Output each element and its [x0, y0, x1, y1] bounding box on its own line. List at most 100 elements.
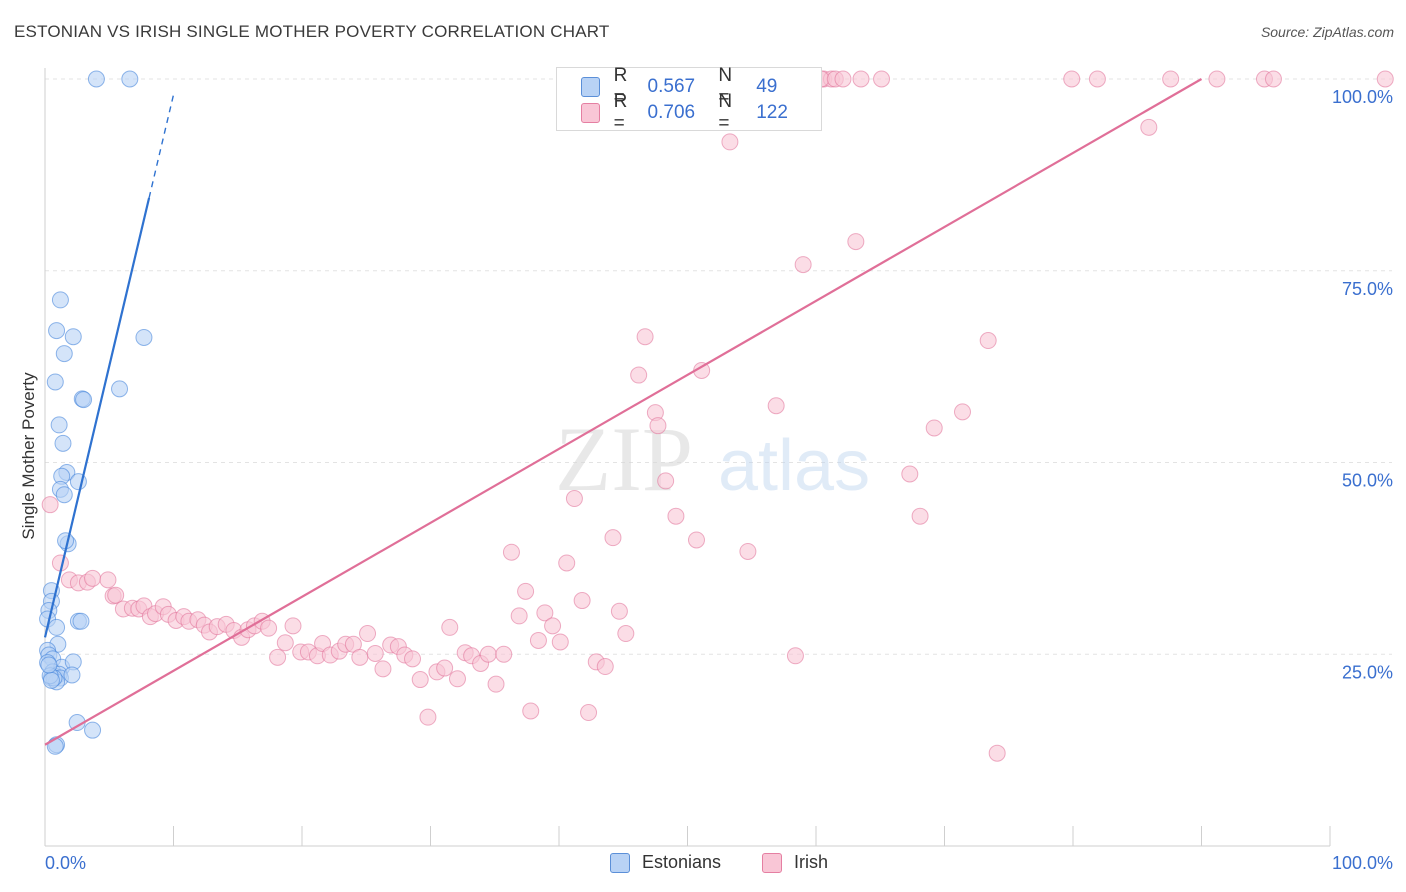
irish-point: [794, 256, 812, 274]
irish-point: [366, 644, 384, 662]
y-tick-label: 75.0%: [1342, 279, 1393, 299]
estonians-point: [50, 416, 68, 434]
estonians-point: [51, 291, 69, 309]
estonians-point: [46, 373, 64, 391]
irish-point: [786, 647, 804, 665]
irish-point: [487, 675, 505, 693]
legend-n-value-irish: 122: [756, 102, 788, 123]
irish-point: [99, 571, 117, 589]
irish-point: [604, 529, 622, 547]
x-tick-label-min: 0.0%: [45, 853, 86, 873]
estonians-point: [64, 328, 82, 346]
irish-point: [580, 704, 598, 722]
irish-point: [630, 366, 648, 384]
estonian-points: [39, 70, 153, 755]
irish-point: [269, 648, 287, 666]
irish-point: [649, 417, 667, 435]
irish-point: [84, 569, 102, 587]
irish-point: [495, 645, 513, 663]
irish-point: [374, 660, 392, 678]
irish-point: [979, 332, 997, 350]
irish-point: [739, 542, 757, 560]
irish-point: [925, 419, 943, 437]
estonians-point: [87, 70, 105, 88]
irish-point: [847, 233, 865, 251]
irish-point: [834, 70, 852, 88]
irish-point: [617, 625, 635, 643]
irish-point: [284, 617, 302, 635]
y-tick-label: 50.0%: [1342, 471, 1393, 491]
irish-point: [536, 604, 554, 622]
irish-point: [510, 607, 528, 625]
estonians-point: [42, 671, 60, 689]
irish-point: [404, 650, 422, 668]
bottom-legend-swatch-estonians: [610, 852, 630, 873]
source-label: Source: ZipAtlas.com: [1260, 24, 1394, 40]
estonians-point: [55, 345, 73, 363]
estonians-point: [48, 322, 66, 340]
chart-title: ESTONIAN VS IRISH SINGLE MOTHER POVERTY …: [14, 22, 610, 41]
irish-point: [544, 617, 562, 635]
irish-point: [359, 625, 377, 643]
trend-lines: [43, 78, 1203, 746]
watermark-atlas: atlas: [718, 426, 870, 506]
irish-point: [911, 507, 929, 525]
irish-point: [873, 70, 891, 88]
bottom-legend-swatch-irish: [762, 852, 782, 873]
estonians-point: [75, 391, 93, 409]
legend: R = 0.567 N = 49 R = 0.706 N = 122: [556, 65, 822, 134]
irish-point: [479, 645, 497, 663]
legend-n-label: N =: [718, 65, 733, 108]
irish-point: [687, 531, 705, 549]
estonians-point: [84, 721, 102, 739]
bottom-legend-estonians[interactable]: Estonians: [610, 852, 721, 873]
irish-points: [41, 70, 1394, 762]
y-tick-label: 25.0%: [1342, 662, 1393, 682]
estonians-point: [63, 666, 81, 684]
irish-point: [1264, 70, 1282, 88]
irish-point: [448, 670, 466, 688]
irish-point: [260, 619, 278, 637]
gridlines: [45, 78, 1392, 655]
axis-labels: 25.0% 50.0% 75.0% 100.0% 0.0% 100.0% Single Mo…: [19, 87, 1393, 873]
irish-point: [1162, 70, 1180, 88]
irish-point: [441, 618, 459, 636]
estonians-point: [55, 486, 73, 504]
irish-point: [565, 490, 583, 508]
irish-point: [657, 472, 675, 490]
irish-point: [1208, 70, 1226, 88]
estonians-point: [48, 618, 66, 636]
irish-point: [558, 554, 576, 572]
irish-point: [276, 634, 294, 652]
estonians-point: [46, 737, 64, 755]
irish-point: [436, 659, 454, 677]
legend-row-estonians: R = 0.567 N = 49: [581, 65, 821, 108]
irish-point: [41, 496, 59, 514]
legend-swatch-estonians: [581, 77, 600, 97]
irish-point: [351, 648, 369, 666]
irish-point: [419, 708, 437, 726]
irish-point: [901, 465, 919, 483]
irish-point: [610, 602, 628, 620]
irish-point: [107, 586, 125, 604]
irish-point: [529, 631, 547, 649]
x-tick-label-max: 100.0%: [1332, 853, 1393, 873]
legend-row-irish: R = 0.706 N = 122: [581, 91, 821, 134]
y-axis-label: Single Mother Poverty: [19, 372, 38, 540]
irish-point: [517, 582, 535, 600]
irish-point: [1376, 70, 1394, 88]
irish-point: [573, 592, 591, 610]
legend-r-value-irish: 0.706: [647, 102, 696, 123]
estonians-trend-line: [43, 197, 151, 638]
legend-n-label: N =: [718, 91, 733, 134]
y-tick-label: 100.0%: [1332, 87, 1393, 107]
irish-point: [551, 633, 569, 651]
legend-swatch-irish: [581, 103, 600, 123]
bottom-legend-label-irish: Irish: [794, 852, 829, 872]
legend-n-value-estonians: 49: [756, 76, 778, 97]
estonians-point: [111, 380, 129, 398]
irish-point: [953, 403, 971, 421]
bottom-legend-irish[interactable]: Irish: [762, 852, 828, 873]
legend-r-label: R =: [613, 65, 628, 108]
irish-point: [667, 507, 685, 525]
